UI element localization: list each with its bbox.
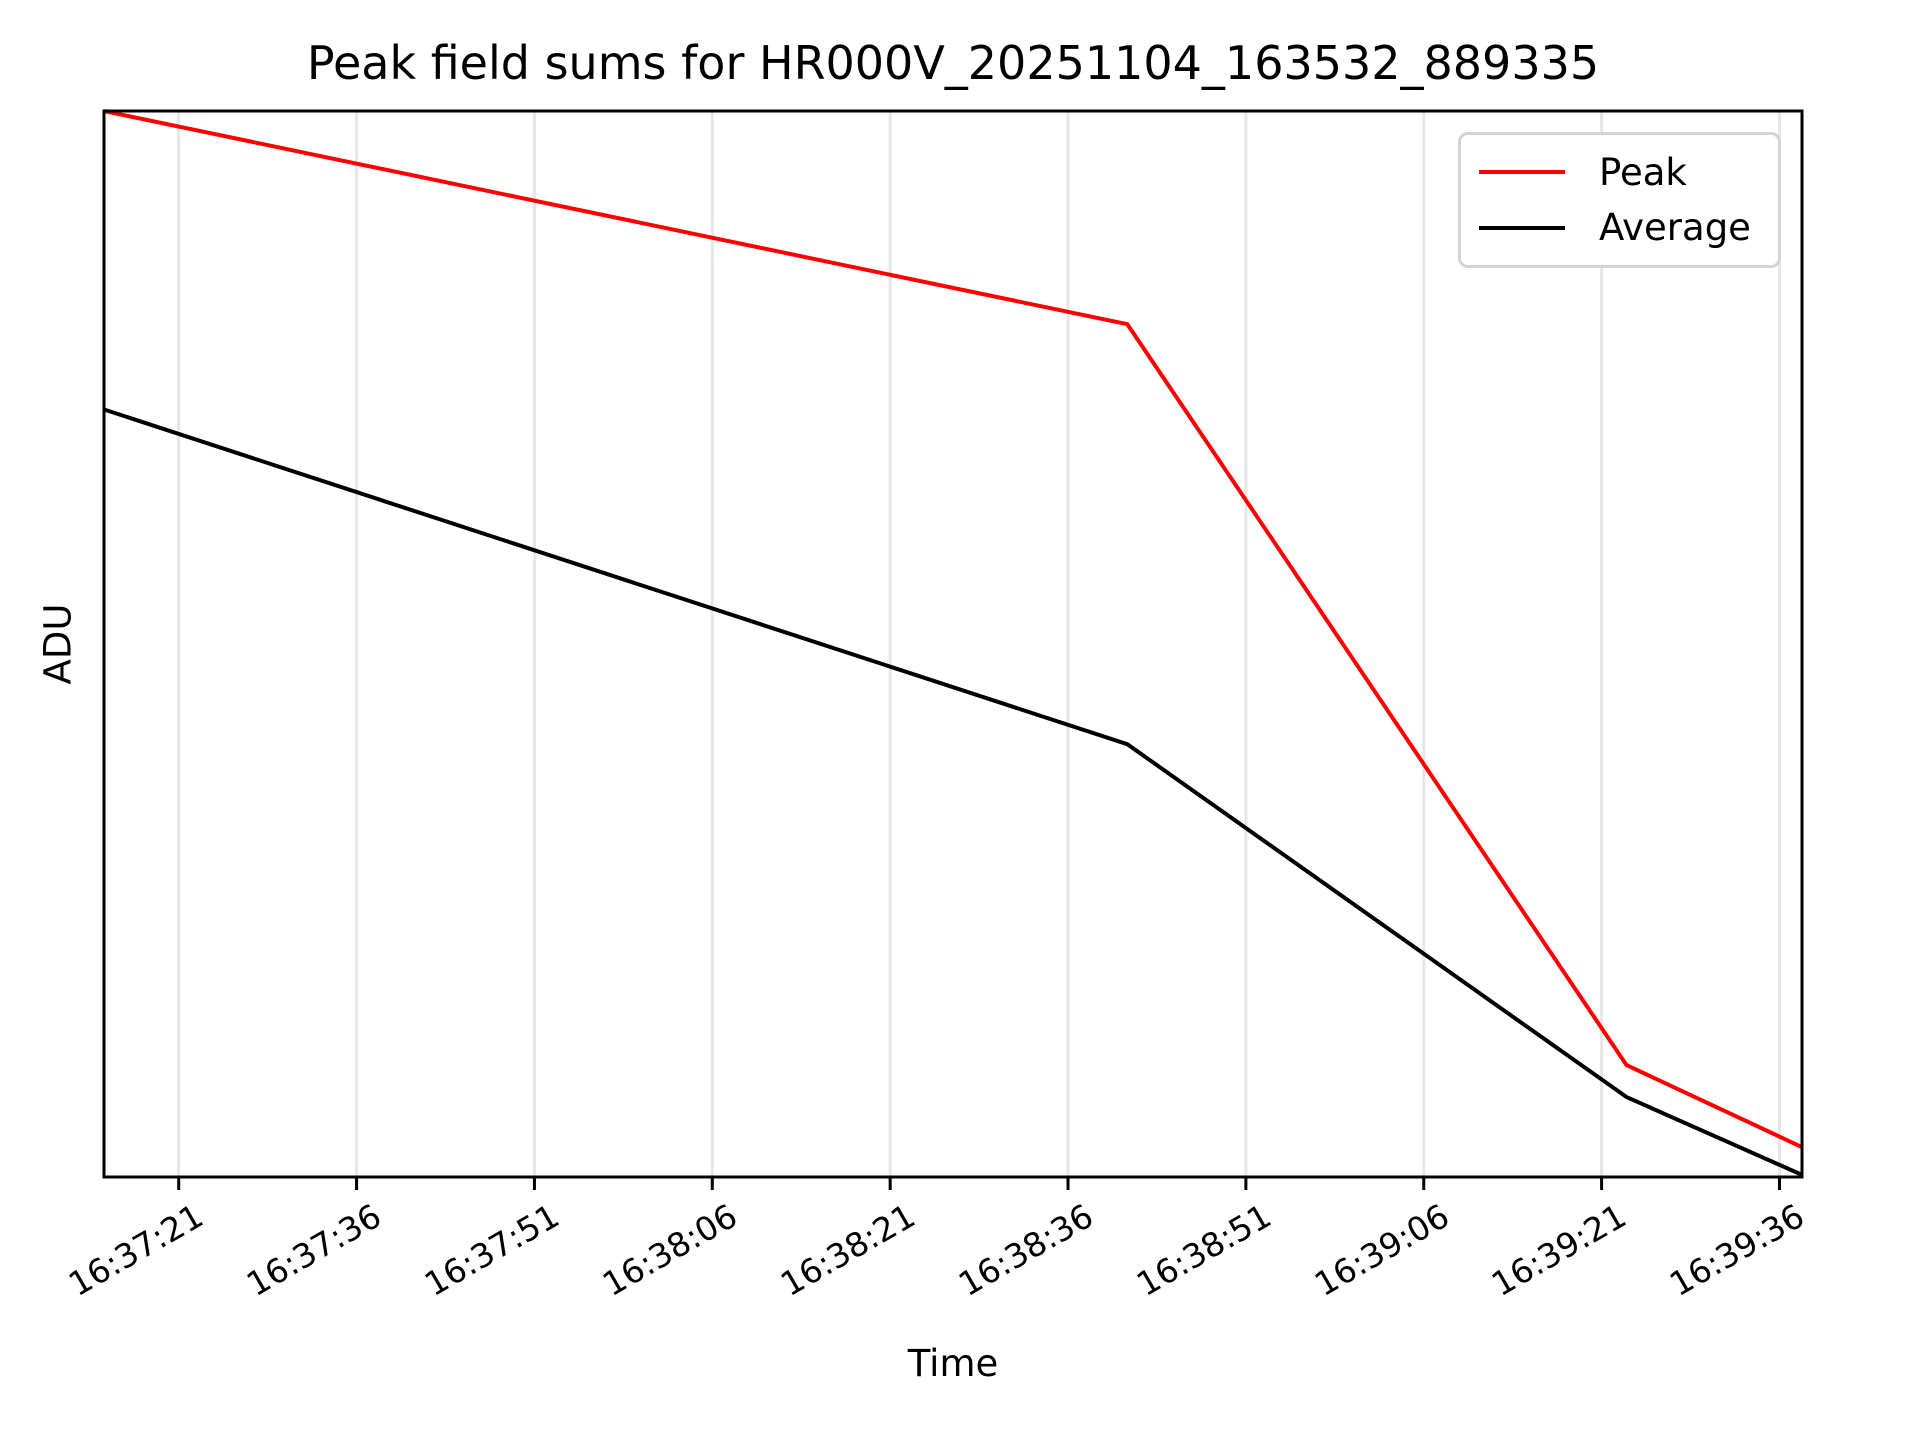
y-axis-label: ADU [36,603,80,685]
legend-item-average: Average [1479,209,1760,246]
chart-title: Peak field sums for HR000V_20251104_1635… [306,36,1600,90]
legend-label-average: Average [1599,206,1751,250]
average-line-sample-icon [1479,225,1565,230]
legend-item-peak: Peak [1479,154,1760,191]
x-axis-label: Time [907,1342,999,1385]
legend: Peak Average [1458,132,1781,268]
peak-line-sample-icon [1479,170,1565,175]
axes-spines [102,109,1804,1179]
peak-line [103,109,1803,1149]
legend-label-peak: Peak [1599,150,1687,194]
average-line [103,407,1803,1177]
